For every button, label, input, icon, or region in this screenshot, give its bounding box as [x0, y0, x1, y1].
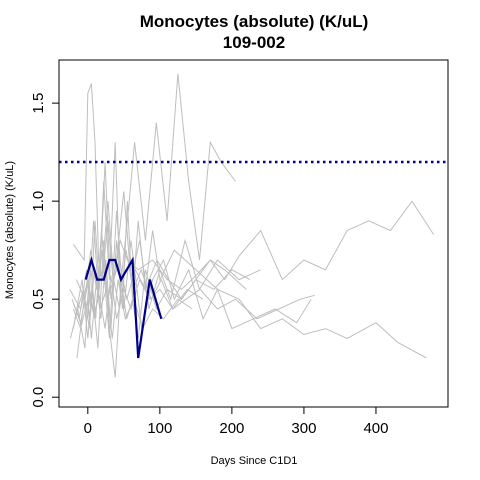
y-tick-label: 1.0 [30, 191, 47, 212]
highlight-series-line [84, 256, 163, 359]
plot-area [59, 73, 448, 378]
background-series-line-10 [72, 275, 315, 329]
axes: 0 100 200 300 400 0.0 0.5 1.0 1.5 [30, 93, 388, 437]
background-series-line-9 [75, 201, 251, 302]
chart-title: Monocytes (absolute) (K/uL) [140, 12, 369, 31]
x-tick-label: 0 [84, 420, 92, 437]
x-tick-label: 400 [363, 420, 388, 437]
x-tick-label: 100 [147, 420, 172, 437]
x-tick-label: 300 [291, 420, 316, 437]
y-tick-label: 0.5 [30, 289, 47, 310]
x-tick-label: 200 [219, 420, 244, 437]
y-axis-label: Monocytes (absolute) (K/uL) [4, 161, 16, 299]
y-tick-label: 0.0 [30, 387, 47, 408]
y-tick-label: 1.5 [30, 93, 47, 114]
plot-box [58, 59, 449, 408]
chart-subtitle: 109-002 [223, 33, 285, 52]
background-series-line-6 [71, 161, 261, 319]
x-axis-label: Days Since C1D1 [211, 455, 298, 467]
